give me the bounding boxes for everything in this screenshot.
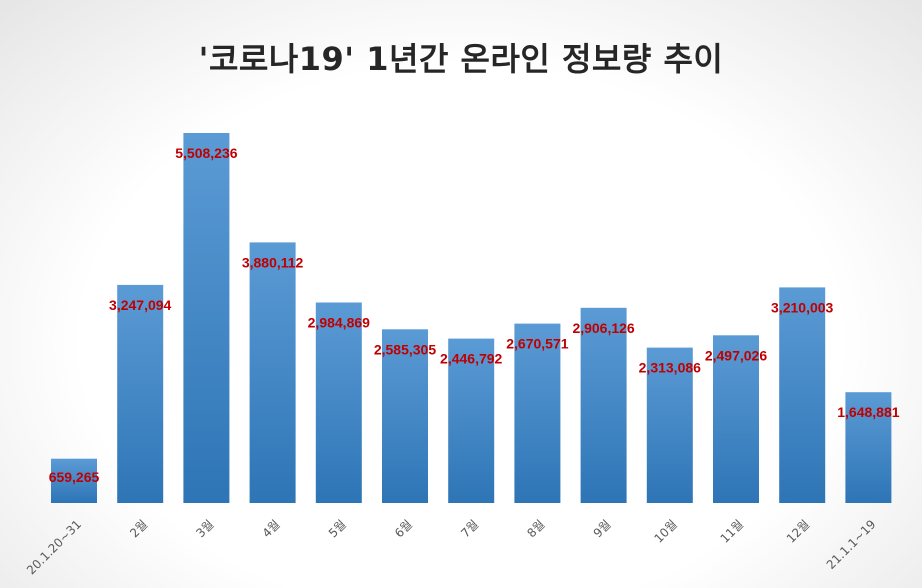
bar-3 [249,242,296,503]
x-tick-label-10: 11월 [718,517,747,546]
x-tick-label-12: 21.1.1~19 [824,517,879,572]
bar-11 [779,287,826,503]
value-label-10: 2,497,026 [705,347,767,363]
x-tick-label-7: 8월 [524,517,547,540]
bars-group [51,133,892,503]
x-tick-label-0: 20.1.20~31 [24,517,84,577]
value-label-3: 3,880,112 [242,254,304,270]
value-labels-group: 659,265 3,247,094 5,508,236 3,880,112 2,984,… [49,145,900,485]
value-label-5: 2,585,305 [374,341,436,357]
x-tick-label-5: 6월 [392,517,415,540]
bar-10 [713,335,759,503]
x-tick-label-2: 3월 [193,517,216,540]
value-label-4: 2,984,869 [308,315,370,331]
x-tick-label-3: 4월 [260,517,283,540]
bar-0 [51,458,97,503]
chart-title: '코로나19' 1년간 온라인 정보량 추이 [198,40,724,78]
x-tick-label-1: 2월 [127,517,150,540]
value-label-12: 1,648,881 [837,404,899,420]
bar-6 [448,338,495,503]
x-tick-label-8: 9월 [591,517,614,540]
x-tick-label-11: 12월 [784,517,813,546]
value-label-6: 2,446,792 [440,351,502,367]
value-label-8: 2,906,126 [572,320,634,336]
bar-1 [117,284,164,503]
x-tick-label-6: 7월 [458,517,481,540]
value-label-2: 5,508,236 [175,145,237,161]
bar-4 [315,302,362,503]
bar-12 [845,392,892,503]
value-label-1: 3,247,094 [109,297,171,313]
x-tick-labels-group: 20.1.20~31 2월 3월 4월 5월 6월 7월 8월 9월 10월 11월 12월 21.1.… [24,517,879,577]
value-label-9: 2,313,086 [639,360,701,376]
bar-2 [183,133,230,503]
value-label-11: 3,210,003 [771,299,833,315]
value-label-0: 659,265 [49,469,100,485]
bar-8 [580,307,627,503]
x-tick-label-9: 10월 [651,517,680,546]
bar-5 [382,329,428,503]
bar-7 [514,323,561,503]
bar-9 [646,347,693,503]
value-label-7: 2,670,571 [506,336,568,352]
x-tick-label-4: 5월 [326,517,349,540]
